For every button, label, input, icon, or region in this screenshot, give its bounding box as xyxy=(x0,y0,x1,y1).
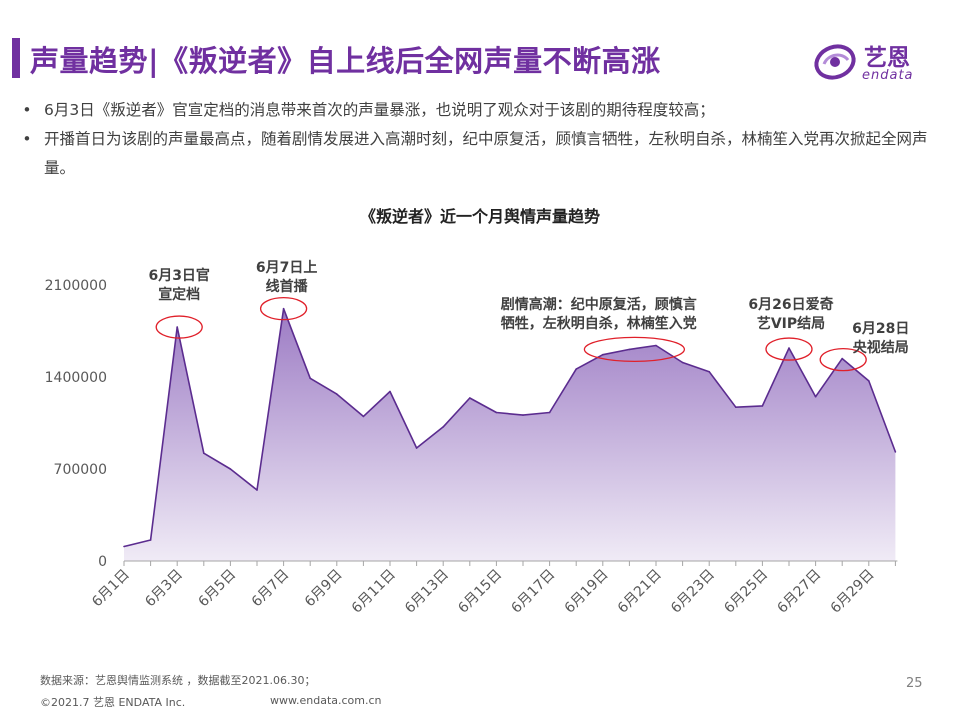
data-point-6月30日 xyxy=(894,451,897,453)
data-point-6月26日 xyxy=(788,347,790,349)
annotation-circle-ann-0626 xyxy=(765,337,813,361)
bullet-list: • 6月3日《叛逆者》官宣定档的消息带来首次的声量暴涨，也说明了观众对于该剧的期… xyxy=(10,96,940,183)
page-number: 25 xyxy=(906,676,923,691)
area-series xyxy=(123,307,897,561)
annotation-circle-ann-0628 xyxy=(819,347,867,372)
chart-title: 《叛逆者》近一个月舆情声量趋势 xyxy=(359,207,600,226)
data-point-6月12日 xyxy=(415,447,418,449)
x-tick-label: 6月21日 xyxy=(615,567,665,617)
copyright-text: ©2021.7 艺恩 ENDATA Inc. xyxy=(40,696,186,709)
data-point-6月24日 xyxy=(735,406,737,409)
x-tick-label: 6月1日 xyxy=(89,567,133,611)
annotation-label-ann-0607: 6月7日上线首播 xyxy=(256,260,317,295)
data-point-6月22日 xyxy=(681,361,684,364)
x-tick-label: 6月11日 xyxy=(349,567,399,617)
x-tick-label: 6月23日 xyxy=(668,567,718,617)
logo-english-text: endata xyxy=(862,68,914,83)
y-tick-label: 2100000 xyxy=(45,278,107,294)
x-tick-label: 6月29日 xyxy=(828,567,878,617)
data-point-6月3日 xyxy=(176,326,178,328)
brand-logo: 艺恩 endata xyxy=(812,38,932,88)
data-point-6月11日 xyxy=(389,390,391,393)
data-point-6月17日 xyxy=(548,411,551,414)
annotation-line: 6月28日 xyxy=(852,321,909,337)
annotation-line: 剧情高潮：纪中原复活，顾慎言 xyxy=(501,296,697,313)
data-point-6月5日 xyxy=(229,468,232,470)
chart-annotations: 6月3日官宣定档 6月7日上线首播剧情高潮：纪中原复活，顾慎言牺牲，左秋明自杀，林… xyxy=(148,260,909,372)
annotation-circle-ann-climax xyxy=(583,336,686,363)
bullet-text: 6月3日《叛逆者》官宣定档的消息带来首次的声量暴涨，也说明了观众对于该剧的期待程… xyxy=(44,101,715,119)
x-tick-label: 6月5日 xyxy=(196,567,240,611)
annotation-line: 6月3日官 xyxy=(148,267,209,284)
website-link[interactable]: www.endata.com.cn xyxy=(270,694,382,707)
annotation-line: 央视结局 xyxy=(853,339,909,356)
data-point-6月18日 xyxy=(575,368,577,370)
area-line xyxy=(123,307,897,548)
data-point-6月19日 xyxy=(602,353,604,356)
data-point-6月20日 xyxy=(628,348,631,351)
annotation-label-ann-0603: 6月3日官宣定档 xyxy=(148,267,209,303)
x-tick-label: 6月7日 xyxy=(249,567,293,611)
x-tick-label: 6月9日 xyxy=(302,567,346,611)
title-accent-bar xyxy=(12,38,20,78)
x-tick-label: 6月27日 xyxy=(774,567,824,617)
data-point-6月4日 xyxy=(203,452,205,455)
x-tick-label: 6月25日 xyxy=(721,567,771,617)
x-tick-label: 6月17日 xyxy=(508,567,558,617)
data-point-6月28日 xyxy=(841,357,843,360)
y-tick-label: 1400000 xyxy=(45,370,107,386)
x-tick-label: 6月15日 xyxy=(455,567,505,617)
y-tick-label: 0 xyxy=(98,554,107,570)
y-axis: 0 700000 1400000 2100000 xyxy=(45,278,107,570)
data-point-6月13日 xyxy=(442,426,445,428)
data-point-6月21日 xyxy=(655,344,657,347)
data-point-6月29日 xyxy=(868,380,870,382)
x-tick-label: 6月19日 xyxy=(562,567,612,617)
y-tick-label: 700000 xyxy=(54,462,107,478)
data-point-6月6日 xyxy=(256,489,258,491)
data-source-note: 数据来源：艺恩舆情监测系统 ，数据截至2021.06.30； xyxy=(40,674,316,687)
data-point-6月1日 xyxy=(123,545,125,548)
bullet-dot-icon: • xyxy=(22,101,32,119)
data-point-6月10日 xyxy=(362,415,365,418)
data-point-6月16日 xyxy=(522,414,524,416)
data-point-6月2日 xyxy=(149,539,152,541)
data-point-6月14日 xyxy=(469,397,471,399)
area-fill xyxy=(124,308,896,561)
annotation-line: 6月7日上 xyxy=(256,260,317,276)
bullet-text: 开播首日为该剧的声量最高点，随着剧情发展进入高潮时刻，纪中原复活，顾慎言牺牲，左… xyxy=(44,130,928,177)
x-tick-label: 6月3日 xyxy=(142,567,186,611)
logo-chinese-text: 艺恩 xyxy=(864,45,910,71)
endata-logo-icon xyxy=(814,44,856,80)
x-tick-label: 6月13日 xyxy=(402,567,452,617)
data-point-6月25日 xyxy=(761,405,764,407)
annotation-label-ann-0628: 6月28日央视结局 xyxy=(852,321,909,356)
annotation-circle-ann-0603 xyxy=(155,315,203,339)
x-axis: 6月1日 6月3日 6月5日 6月7日 6月9日 6月11日 6月13日 6月15日 6月17日… xyxy=(89,560,898,617)
annotation-line: 宣定档 xyxy=(158,286,200,303)
data-point-6月7日 xyxy=(282,307,285,310)
data-point-6月23日 xyxy=(708,370,710,373)
bullet-item: • 开播首日为该剧的声量最高点，随着剧情发展进入高潮时刻，纪中原复活，顾慎言牺牲… xyxy=(10,125,940,183)
annotation-line: 6月26日爱奇 xyxy=(748,296,833,313)
data-point-6月9日 xyxy=(336,393,338,395)
data-point-6月27日 xyxy=(814,395,817,398)
annotation-line: 艺VIP结局 xyxy=(757,315,825,332)
annotation-circle-ann-0607 xyxy=(259,297,308,321)
data-point-6月15日 xyxy=(495,411,498,414)
data-point-6月8日 xyxy=(309,377,312,380)
annotation-line: 牺牲，左秋明自杀，林楠笙入党 xyxy=(501,315,697,332)
bullet-dot-icon: • xyxy=(22,130,32,148)
annotation-line: 线首播 xyxy=(266,278,309,295)
bullet-item: • 6月3日《叛逆者》官宣定档的消息带来首次的声量暴涨，也说明了观众对于该剧的期… xyxy=(10,96,940,125)
page-title: 声量趋势|《叛逆者》自上线后全网声量不断高涨 xyxy=(30,44,661,78)
annotation-label-ann-0626: 6月26日爱奇艺VIP结局 xyxy=(748,296,833,332)
annotation-label-ann-climax: 剧情高潮：纪中原复活，顾慎言牺牲，左秋明自杀，林楠笙入党 xyxy=(501,296,697,332)
